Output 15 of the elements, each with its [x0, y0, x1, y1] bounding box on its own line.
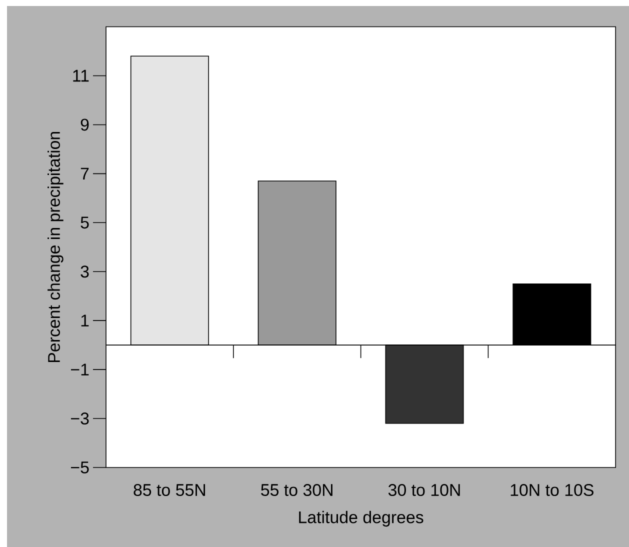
y-tick-label: 11	[73, 70, 89, 82]
y-tick-label: 3	[80, 266, 89, 278]
x-tick-label: 55 to 30N	[261, 484, 332, 496]
y-tick-label: 5	[80, 216, 89, 229]
y-tick-label: 9	[80, 118, 89, 131]
y-tick-label: −5	[71, 462, 89, 474]
x-tick-label: 10N to 10S	[510, 484, 594, 496]
x-axis-title: Latitude degrees	[299, 510, 424, 527]
y-tick-label: 1	[81, 314, 89, 326]
y-axis-title: Percent change in precipitation	[48, 132, 64, 362]
y-tick-label: −3	[71, 412, 89, 425]
x-tick-label: 85 to 55N	[134, 484, 206, 496]
x-tick-label: 30 to 10N	[388, 484, 460, 496]
y-tick-label: −1	[71, 364, 89, 376]
y-tick-label: 7	[80, 168, 89, 180]
